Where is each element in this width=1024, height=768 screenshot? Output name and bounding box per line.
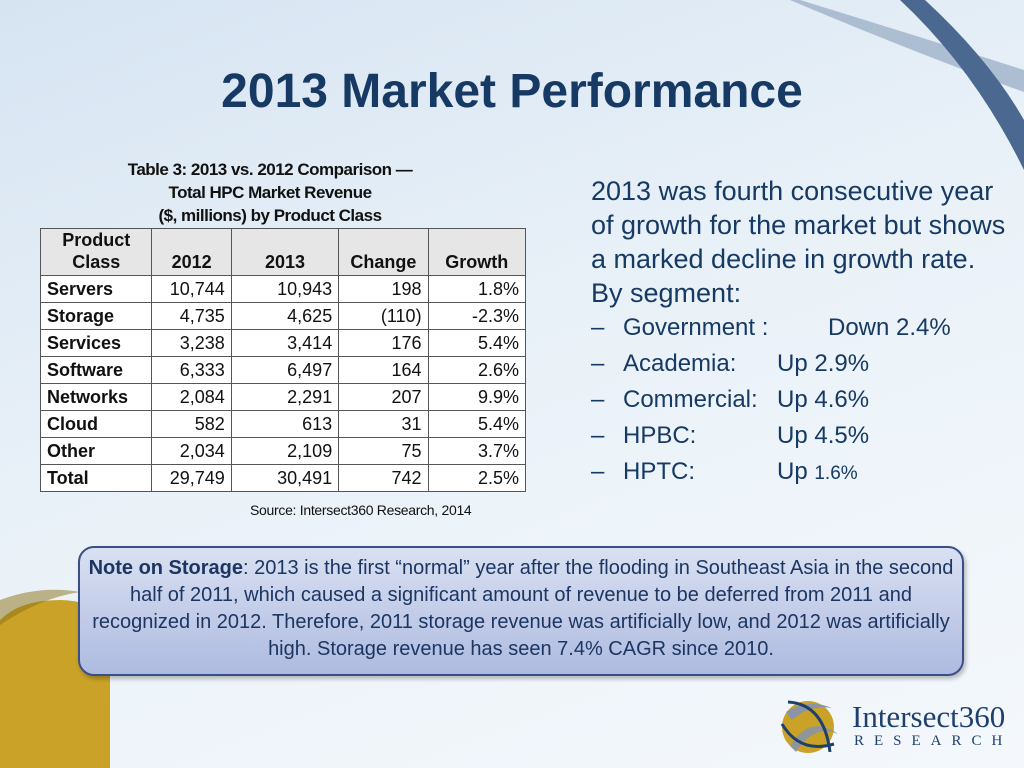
storage-note-box: Note on Storage: 2013 is the first “norm… [78, 546, 964, 676]
revenue-table: Product Class 2012 2013 Change Growth Se… [39, 228, 527, 492]
table-row: Services 3,238 3,414 176 5.4% [39, 329, 527, 357]
cell-change: 164 [338, 356, 429, 384]
cell-change: 176 [338, 329, 429, 357]
segment-value-small: 1.6% [814, 463, 858, 484]
segment-name: Academia: [623, 350, 737, 377]
cell-change: 198 [338, 275, 429, 303]
cell-2013: 4,625 [230, 302, 340, 330]
segment-value-prefix: Up [777, 458, 815, 485]
cell-2012: 582 [151, 410, 232, 438]
summary-text: 2013 was fourth consecutive year of grow… [591, 176, 1006, 308]
segment-item: – HPTC: Up 1.6% [591, 458, 1021, 494]
segment-value: Up 4.5% [777, 422, 870, 449]
segment-item: – Government : Down 2.4% [591, 314, 1021, 350]
table-caption-line: Table 3: 2013 vs. 2012 Comparison — [127, 160, 413, 179]
cell-growth: -2.3% [427, 302, 527, 330]
cell-2013: 3,414 [230, 329, 340, 357]
cell-growth: 2.5% [427, 464, 527, 492]
cell-2013: 2,109 [230, 437, 340, 465]
table-row: Servers 10,744 10,943 198 1.8% [39, 275, 527, 303]
header-2012: 2012 [151, 228, 232, 276]
note-text: : 2013 is the first “normal” year after … [92, 557, 954, 660]
segment-name: HPBC: [623, 422, 697, 449]
segment-name: HPTC: [623, 458, 695, 485]
cell-change: 31 [338, 410, 429, 438]
segment-item: – HPBC: Up 4.5% [591, 422, 1021, 458]
cell-change: 742 [338, 464, 429, 492]
cell-2012: 4,735 [151, 302, 232, 330]
segment-name: Commercial: [623, 386, 758, 413]
table-row: Software 6,333 6,497 164 2.6% [39, 356, 527, 384]
cell-class: Services [39, 329, 153, 357]
segment-value: Up 2.9% [777, 350, 870, 377]
cell-change: (110) [338, 302, 429, 330]
bullet-dash: – [591, 314, 605, 341]
cell-2013: 30,491 [230, 464, 340, 492]
cell-growth: 2.6% [427, 356, 527, 384]
segment-item: – Academia: Up 2.9% [591, 350, 1021, 386]
segment-value: Down 2.4% [828, 314, 951, 341]
cell-2012: 2,034 [151, 437, 232, 465]
table-row: Cloud 582 613 31 5.4% [39, 410, 527, 438]
bullet-dash: – [591, 386, 605, 413]
bullet-dash: – [591, 422, 605, 449]
cell-growth: 5.4% [427, 410, 527, 438]
cell-growth: 3.7% [427, 437, 527, 465]
intersect360-logo-icon [780, 700, 838, 753]
cell-2013: 2,291 [230, 383, 340, 411]
header-product-class-line1: Product [62, 230, 131, 250]
table-row: Storage 4,735 4,625 (110) -2.3% [39, 302, 527, 330]
cell-class: Networks [39, 383, 153, 411]
table-total-row: Total 29,749 30,491 742 2.5% [39, 464, 527, 492]
logo-subtitle: RESEARCH [854, 733, 1013, 749]
table-caption: Table 3: 2013 vs. 2012 Comparison — Tota… [40, 158, 500, 227]
cell-2013: 6,497 [230, 356, 340, 384]
cell-growth: 1.8% [427, 275, 527, 303]
header-2013: 2013 [230, 228, 340, 276]
cell-2012: 29,749 [151, 464, 232, 492]
segment-list: – Government : Down 2.4% – Academia: Up … [591, 314, 1021, 494]
cell-class: Cloud [39, 410, 153, 438]
bullet-dash: – [591, 350, 605, 377]
bullet-dash: – [591, 458, 605, 485]
segment-value: Up 1.6% [777, 458, 858, 486]
cell-class: Storage [39, 302, 153, 330]
cell-growth: 9.9% [427, 383, 527, 411]
cell-2012: 10,744 [151, 275, 232, 303]
table-row: Other 2,034 2,109 75 3.7% [39, 437, 527, 465]
header-product-class: Product Class [39, 228, 153, 276]
cell-growth: 5.4% [427, 329, 527, 357]
cell-2012: 6,333 [151, 356, 232, 384]
table-header-row: Product Class 2012 2013 Change Growth [39, 228, 527, 276]
cell-class: Servers [39, 275, 153, 303]
cell-class: Software [39, 356, 153, 384]
header-growth: Growth [427, 228, 527, 276]
header-change: Change [338, 228, 429, 276]
header-product-class-line2: Class [72, 252, 121, 272]
cell-change: 207 [338, 383, 429, 411]
cell-2012: 2,084 [151, 383, 232, 411]
cell-class: Other [39, 437, 153, 465]
cell-change: 75 [338, 437, 429, 465]
logo-name: Intersect360 [852, 699, 1006, 734]
cell-2012: 3,238 [151, 329, 232, 357]
note-label: Note on Storage [88, 557, 244, 579]
table-source: Source: Intersect360 Research, 2014 [250, 502, 472, 518]
table-caption-line: ($, millions) by Product Class [158, 206, 382, 225]
segment-name: Government : [623, 314, 769, 341]
cell-class: Total [39, 464, 153, 492]
cell-2013: 10,943 [230, 275, 340, 303]
cell-2013: 613 [230, 410, 340, 438]
segment-value: Up 4.6% [777, 386, 870, 413]
segment-item: – Commercial: Up 4.6% [591, 386, 1021, 422]
slide-title: 2013 Market Performance [221, 65, 803, 118]
table-caption-line: Total HPC Market Revenue [168, 183, 372, 202]
table-row: Networks 2,084 2,291 207 9.9% [39, 383, 527, 411]
